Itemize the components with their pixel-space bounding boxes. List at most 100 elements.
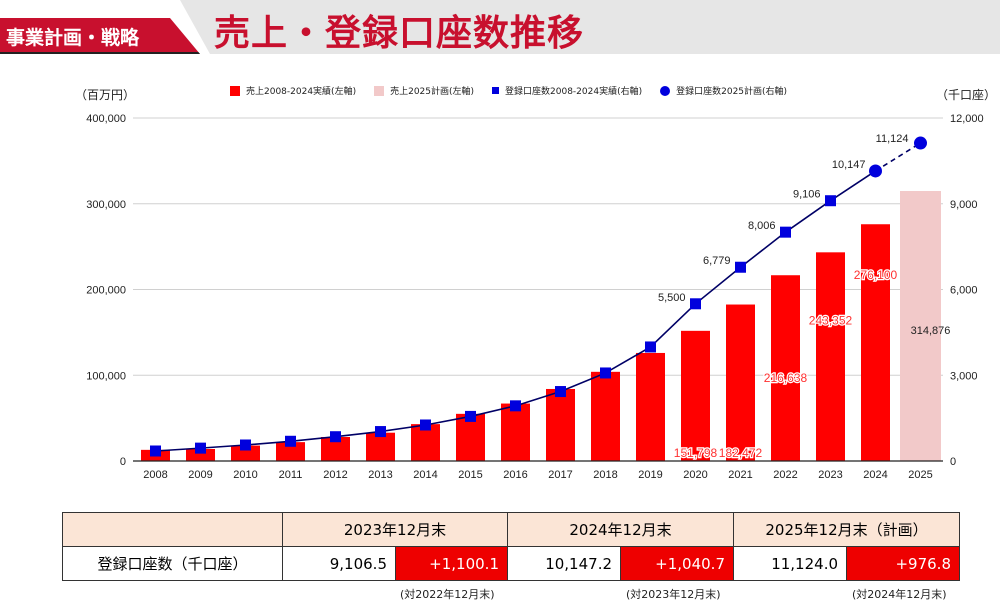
- legend-item-accounts-plan: 登録口座数2025計画(右軸): [660, 84, 787, 97]
- note-2023: (対2022年12月末): [400, 588, 495, 601]
- legend-swatch-blue-square: [492, 87, 500, 94]
- accounts-marker-2014: [420, 419, 431, 431]
- bar-2023: [816, 252, 845, 461]
- bar-2016: [501, 403, 530, 461]
- legend-label: 売上2025計画(左軸): [390, 87, 475, 97]
- bar-2025: [900, 190, 941, 461]
- bar-2018: [591, 371, 620, 461]
- x-axis-tick-label: 2015: [458, 469, 482, 481]
- legend-label: 登録口座数2008-2024実績(右軸): [505, 87, 643, 97]
- table-header-2025: 2025年12月末（計画）: [733, 512, 960, 547]
- sales-data-label: 151,798: [674, 446, 718, 460]
- accounts-table: 2023年12月末 2024年12月末 2025年12月末（計画） 登録口座数（…: [62, 512, 960, 581]
- sales-data-label: 216,638: [764, 371, 808, 385]
- delta-2025: +976.8: [846, 546, 960, 581]
- legend-label: 登録口座数2025計画(右軸): [676, 87, 788, 97]
- section-badge-label: 事業計画・戦略: [6, 27, 140, 49]
- accounts-marker-2022: [780, 226, 791, 238]
- right-axis-tick-label: 3,000: [950, 370, 978, 382]
- x-axis-tick-label: 2016: [503, 469, 527, 481]
- right-axis-tick-label: 6,000: [950, 285, 978, 297]
- accounts-marker-2023: [825, 195, 836, 207]
- x-axis-tick-label: 2017: [548, 469, 572, 481]
- right-axis-tick-label: 12,000: [950, 113, 984, 125]
- x-axis-tick-label: 2022: [773, 469, 797, 481]
- accounts-marker-2019: [645, 341, 656, 353]
- bar-2019: [636, 352, 665, 461]
- x-axis-tick-label: 2023: [818, 469, 842, 481]
- accounts-marker-2013: [375, 426, 386, 438]
- sales-data-label: 243,352: [809, 313, 853, 327]
- legend-swatch-pink-square: [374, 85, 385, 96]
- accounts-marker-2017: [555, 386, 566, 398]
- accounts-marker-2009: [195, 442, 206, 454]
- combo-chart: 0 100,000 200,000 300,000 400,000 0 3,000 6,000…: [86, 113, 984, 481]
- legend-item-sales-actual: 売上2008-2024実績(左軸): [230, 84, 356, 97]
- bar-2013: [366, 432, 395, 461]
- bar-2024: [861, 224, 890, 461]
- value-2025: 11,124.0: [733, 546, 847, 581]
- accounts-plan-line: [875, 142, 921, 172]
- x-axis-tick-label: 2021: [728, 469, 752, 481]
- x-axis-tick-label: 2013: [368, 469, 392, 481]
- left-axis-tick-label: 200,000: [86, 285, 126, 297]
- table-corner-cell: [62, 512, 283, 547]
- accounts-data-label: 10,147: [832, 159, 866, 171]
- legend-item-accounts-actual: 登録口座数2008-2024実績(右軸): [492, 84, 642, 97]
- legend-swatch-blue-circle: [660, 85, 671, 96]
- delta-2023: +1,100.1: [395, 546, 508, 581]
- x-axis-tick-label: 2009: [188, 469, 212, 481]
- accounts-data-label: 5,500: [658, 292, 686, 304]
- legend-label: 売上2008-2024実績(左軸): [246, 87, 357, 97]
- bar-2020: [681, 330, 710, 461]
- x-axis-tick-label: 2020: [683, 469, 707, 481]
- sales-plan-data-label: 314,876: [911, 325, 951, 337]
- x-axis-tick-label: 2018: [593, 469, 617, 481]
- accounts-marker-2015: [465, 410, 476, 422]
- x-axis-tick-label: 2014: [413, 469, 437, 481]
- accounts-data-label: 8,006: [748, 220, 776, 232]
- table-header-2023: 2023年12月末: [282, 512, 508, 547]
- bar-2022: [771, 275, 800, 461]
- bar-2021: [726, 304, 755, 461]
- right-axis-tick-label: 0: [950, 456, 956, 468]
- x-axis-tick-label: 2024: [863, 469, 887, 481]
- accounts-marker-2010: [240, 439, 251, 451]
- bar-2010: [231, 445, 260, 461]
- left-axis-tick-label: 0: [120, 456, 126, 468]
- accounts-marker-2012: [330, 431, 341, 443]
- bar-2011: [276, 442, 305, 461]
- table-header-2024: 2024年12月末: [507, 512, 734, 547]
- x-axis-tick-label: 2025: [908, 469, 932, 481]
- note-2025: (対2024年12月末): [852, 588, 947, 601]
- page-title: 売上・登録口座数推移: [214, 13, 585, 54]
- sales-data-label: 276,100: [854, 268, 898, 282]
- right-axis-unit: （千口座）: [936, 88, 997, 102]
- accounts-marker-2020: [690, 298, 701, 310]
- accounts-marker-2021: [735, 261, 746, 273]
- table-row-label: 登録口座数（千口座）: [62, 546, 283, 581]
- bar-2017: [546, 388, 575, 461]
- accounts-marker-2011: [285, 435, 296, 447]
- left-axis-tick-label: 400,000: [86, 113, 126, 125]
- legend-swatch-red-square: [230, 85, 240, 96]
- x-axis-tick-label: 2011: [279, 469, 303, 481]
- bar-2009: [186, 448, 215, 461]
- accounts-plan-data-label: 11,124: [876, 133, 909, 145]
- accounts-plan-marker-2025: [914, 136, 927, 150]
- value-2024: 10,147.2: [507, 546, 621, 581]
- sales-data-label: 182,472: [719, 446, 763, 460]
- legend-item-sales-plan: 売上2025計画(左軸): [374, 84, 474, 97]
- accounts-marker-2024: [869, 164, 882, 178]
- left-axis-unit: （百万円）: [75, 88, 136, 102]
- accounts-data-label: 6,779: [703, 255, 731, 267]
- accounts-data-label: 9,106: [793, 189, 821, 201]
- right-axis-tick-label: 9,000: [950, 199, 978, 211]
- left-axis-tick-label: 100,000: [86, 370, 126, 382]
- accounts-marker-2016: [510, 400, 521, 412]
- accounts-marker-2008: [150, 445, 161, 457]
- title-background: [180, 0, 1000, 54]
- table-row: 登録口座数（千口座） 9,106.5 +1,100.1 10,147.2 +1,…: [62, 546, 960, 581]
- delta-2024: +1,040.7: [620, 546, 734, 581]
- x-axis-tick-label: 2008: [143, 469, 167, 481]
